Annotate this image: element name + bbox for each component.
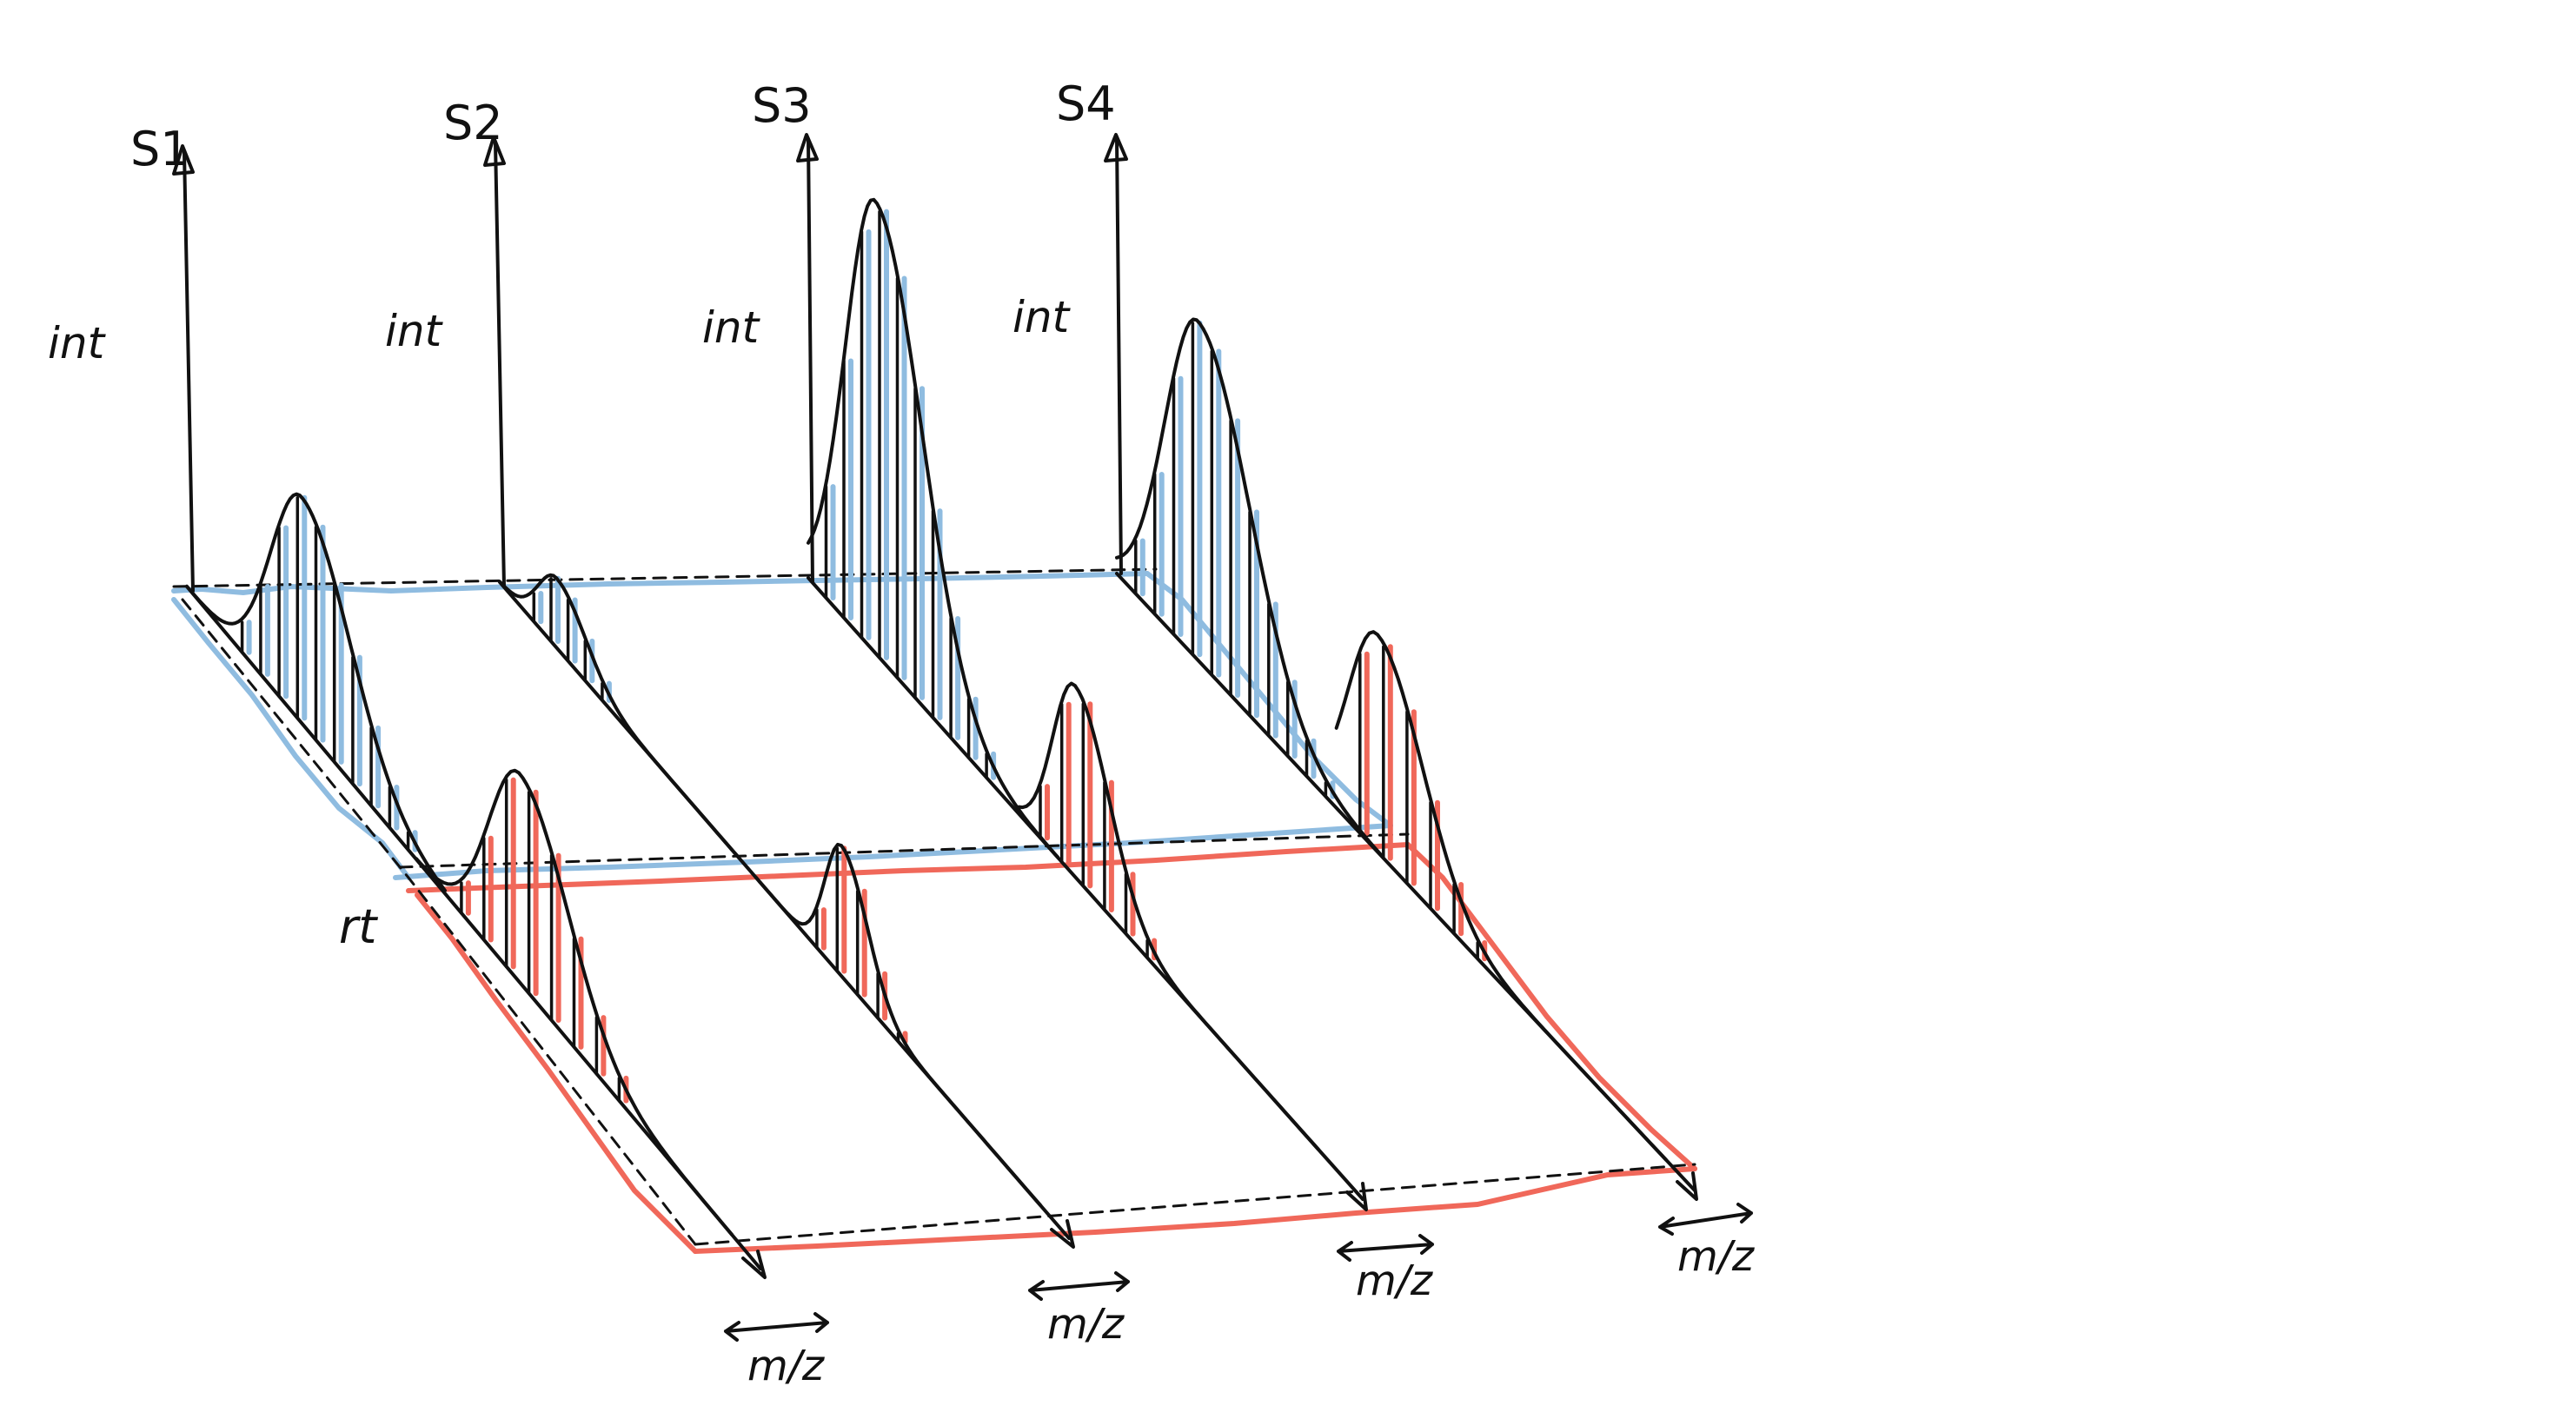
mz-arrow-1 <box>726 1314 827 1340</box>
sample-label-s1: S1 <box>130 122 190 176</box>
rt-label: rt <box>339 899 378 954</box>
mz-label-2: m/z <box>1047 1300 1125 1349</box>
mz-label-3: m/z <box>1356 1257 1434 1305</box>
red-plane-front-edge <box>695 1169 1695 1251</box>
int-axis-s4 <box>1117 139 1121 574</box>
labels: S1 S2 S3 S4 int int int int rt m/z m/z m… <box>48 76 1756 1390</box>
mz-label-4: m/z <box>1677 1232 1756 1281</box>
peak-outline <box>1019 684 1318 1150</box>
int-label-s1: int <box>48 318 107 368</box>
int-label-s4: int <box>1012 292 1072 342</box>
dashed-front-line <box>695 1164 1695 1244</box>
rt-axis-1-arrow <box>743 1251 765 1277</box>
int-axis-s3 <box>808 139 813 582</box>
int-axis-s1 <box>184 152 193 591</box>
sample-label-s2: S2 <box>443 96 503 150</box>
sample-label-s4: S4 <box>1056 76 1116 131</box>
peak-outline <box>1337 632 1666 1159</box>
int-label-s3: int <box>702 302 761 353</box>
peak-outline <box>756 845 1041 1205</box>
sample-label-s3: S3 <box>752 78 812 133</box>
mz-label-1: m/z <box>747 1342 826 1390</box>
mz-arrow-4 <box>1660 1204 1751 1234</box>
mz-arrow-2 <box>1030 1273 1128 1299</box>
int-label-s2: int <box>385 306 444 356</box>
int-axis-s2 <box>495 143 504 587</box>
red-plane-right-edge <box>1408 845 1695 1169</box>
